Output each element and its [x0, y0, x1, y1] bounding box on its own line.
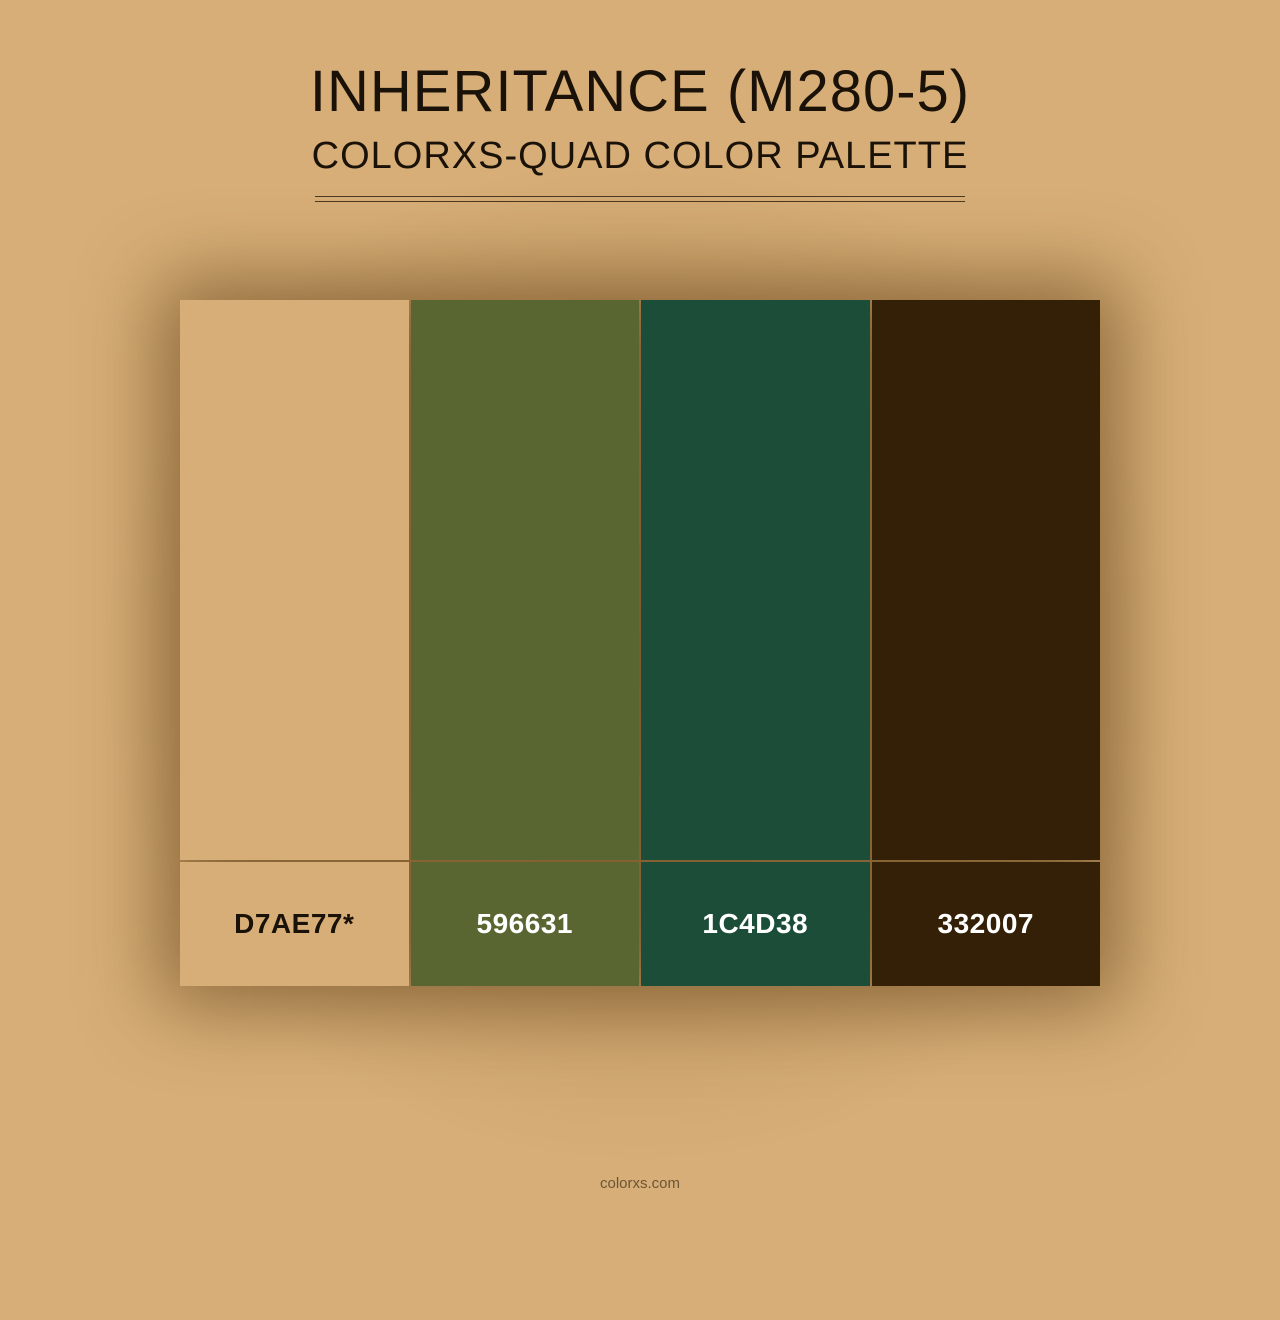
swatch-label-3: 1C4D38	[641, 862, 870, 986]
palette-container: D7AE77* 596631 1C4D38 332007	[180, 300, 1100, 986]
swatch-2	[411, 300, 640, 860]
page-subtitle: COLORXS-QUAD COLOR PALETTE	[210, 135, 1070, 178]
swatch-1	[180, 300, 409, 860]
header: INHERITANCE (M280-5) COLORXS-QUAD COLOR …	[210, 58, 1070, 202]
swatch-3	[641, 300, 870, 860]
header-divider	[315, 196, 965, 202]
swatch-4	[872, 300, 1101, 860]
swatch-label-1: D7AE77*	[180, 862, 409, 986]
swatch-label-4: 332007	[872, 862, 1101, 986]
swatch-label-2: 596631	[411, 862, 640, 986]
swatch-row	[180, 300, 1100, 860]
label-row: D7AE77* 596631 1C4D38 332007	[180, 862, 1100, 986]
page-title: INHERITANCE (M280-5)	[210, 58, 1070, 125]
footer-credit: colorxs.com	[0, 1175, 1280, 1192]
palette-page: INHERITANCE (M280-5) COLORXS-QUAD COLOR …	[0, 0, 1280, 1320]
